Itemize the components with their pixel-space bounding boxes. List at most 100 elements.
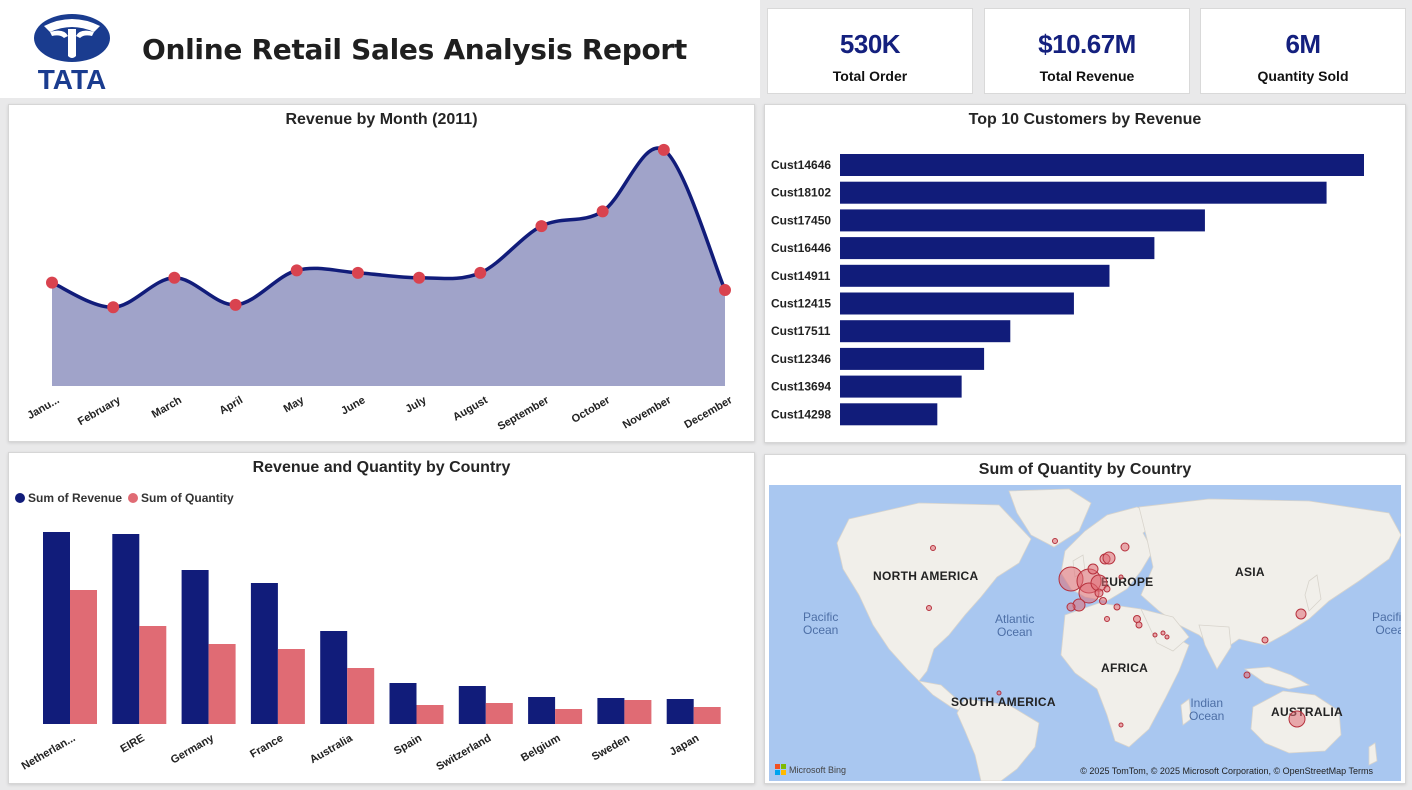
map-bubble[interactable] — [1102, 551, 1116, 565]
revenue-by-month-chart[interactable]: Janu... February March April May June July Augu… — [9, 105, 755, 442]
map-bubble[interactable] — [1288, 710, 1306, 728]
kpi-total-revenue[interactable]: $10.67M Total Revenue — [984, 8, 1190, 94]
customer-bar[interactable] — [840, 320, 1011, 343]
revenue-bar[interactable] — [597, 698, 625, 724]
quantity-bar[interactable] — [416, 705, 444, 724]
map-bubble[interactable] — [1066, 602, 1076, 612]
bing-logo[interactable]: Microsoft Bing — [775, 764, 846, 775]
quantity-bar[interactable] — [208, 644, 236, 724]
map-credits[interactable]: © 2025 TomTom, © 2025 Microsoft Corporat… — [1080, 766, 1373, 776]
kpi-label: Total Order — [832, 68, 908, 84]
data-point[interactable] — [657, 143, 670, 156]
data-point[interactable] — [168, 271, 181, 284]
map-label-indian-ocean: Indian Ocean — [1189, 696, 1225, 723]
customer-bar[interactable] — [840, 375, 962, 398]
customer-bar[interactable] — [840, 209, 1205, 232]
map-bubble[interactable] — [926, 605, 932, 611]
customer-bar[interactable] — [840, 292, 1074, 315]
revenue-bar[interactable] — [181, 570, 209, 724]
map-label-north-america: NORTH AMERICA — [873, 569, 979, 583]
quantity-bar[interactable] — [624, 700, 652, 724]
y-tick-label: Cust16446 — [771, 241, 831, 255]
customer-bar[interactable] — [840, 181, 1327, 204]
y-tick-label: Cust17511 — [771, 324, 831, 338]
x-tick-label: France — [248, 732, 285, 760]
map-bubble[interactable] — [1164, 634, 1170, 640]
revenue-bar[interactable] — [666, 699, 694, 724]
quantity-bar[interactable] — [139, 626, 167, 724]
legend-label: Sum of Quantity — [141, 491, 234, 505]
data-point[interactable] — [596, 205, 609, 218]
x-tick-label: Spain — [392, 732, 424, 758]
top-customers-chart[interactable]: Cust14646 Cust18102 Cust17450 Cust16446 Cust… — [765, 105, 1406, 443]
data-point[interactable] — [46, 276, 58, 289]
quantity-bar[interactable] — [277, 649, 305, 724]
top-customers-panel[interactable]: Top 10 Customers by Revenue Cust14646 Cus… — [764, 104, 1406, 443]
map-bubble[interactable] — [1295, 608, 1307, 620]
world-map[interactable]: NORTH AMERICA EUROPE ASIA AFRICA SOUTH A… — [769, 485, 1401, 781]
legend-item-revenue[interactable]: Sum of Revenue — [15, 491, 122, 505]
quantity-bar[interactable] — [347, 668, 375, 724]
y-tick-label: Cust17450 — [771, 213, 831, 227]
data-point[interactable] — [474, 266, 487, 279]
data-point[interactable] — [229, 298, 242, 311]
map-bubble[interactable] — [1133, 615, 1141, 623]
map-bubble[interactable] — [1160, 630, 1166, 636]
map-bubble[interactable] — [1104, 616, 1110, 622]
customer-bar[interactable] — [840, 154, 1364, 176]
revenue-bar[interactable] — [458, 686, 486, 724]
revenue-bar[interactable] — [320, 631, 348, 724]
quantity-bar[interactable] — [485, 703, 513, 724]
x-tick-label: Netherlan... — [20, 732, 78, 772]
data-point[interactable] — [290, 264, 303, 277]
data-point[interactable] — [535, 220, 548, 233]
map-bubble[interactable] — [1094, 588, 1104, 598]
data-point[interactable] — [413, 271, 426, 284]
revenue-quantity-country-chart[interactable]: Netherlan... EIRE Germany France Australia Sp… — [9, 453, 755, 784]
revenue-bar[interactable] — [389, 683, 417, 724]
map-bubble[interactable] — [1152, 632, 1158, 638]
map-bubble[interactable] — [930, 545, 936, 551]
x-tick-label: September — [496, 394, 552, 433]
x-tick-label: August — [451, 394, 490, 424]
map-bubble[interactable] — [1052, 538, 1058, 544]
revenue-bar[interactable] — [528, 697, 556, 724]
map-bubble[interactable] — [996, 690, 1002, 696]
map-bubble[interactable] — [1118, 722, 1124, 728]
quantity-bar[interactable] — [70, 590, 97, 724]
revenue-bar[interactable] — [250, 583, 278, 724]
map-bubbles[interactable] — [769, 485, 1401, 781]
chart-legend: Sum of Revenue Sum of Quantity — [15, 491, 240, 505]
revenue-by-month-panel[interactable]: Revenue by Month (2011) Janu... February M… — [8, 104, 755, 442]
kpi-value: 530K — [839, 29, 901, 59]
quantity-bar[interactable] — [555, 709, 583, 724]
customer-bar[interactable] — [840, 264, 1110, 287]
map-bubble[interactable] — [1135, 621, 1143, 629]
map-bubble[interactable] — [1087, 563, 1099, 575]
revenue-quantity-country-panel[interactable]: Revenue and Quantity by Country Sum of R… — [8, 452, 755, 784]
y-tick-label: Cust14298 — [771, 407, 831, 421]
map-bubble[interactable] — [1118, 574, 1124, 580]
data-point[interactable] — [107, 301, 120, 314]
revenue-bar[interactable] — [112, 534, 140, 724]
revenue-bar[interactable] — [43, 532, 70, 724]
map-bubble[interactable] — [1120, 542, 1130, 552]
quantity-bar[interactable] — [693, 707, 721, 724]
x-tick-label: December — [682, 394, 735, 431]
map-bubble[interactable] — [1261, 636, 1269, 644]
quantity-map-panel[interactable]: Sum of Quantity by Country — [764, 454, 1406, 784]
kpi-total-order[interactable]: 530K Total Order — [767, 8, 973, 94]
area-fill — [52, 148, 725, 386]
map-label-pacific-ocean: Pacific Ocean — [803, 610, 839, 637]
map-bubble[interactable] — [1113, 603, 1121, 611]
map-bubble[interactable] — [1099, 597, 1107, 605]
map-bubble[interactable] — [1103, 585, 1111, 593]
customer-bar[interactable] — [840, 403, 938, 426]
data-point[interactable] — [719, 284, 731, 297]
legend-item-quantity[interactable]: Sum of Quantity — [128, 491, 234, 505]
kpi-quantity-sold[interactable]: 6M Quantity Sold — [1200, 8, 1406, 94]
customer-bar[interactable] — [840, 237, 1155, 260]
customer-bar[interactable] — [840, 347, 985, 370]
data-point[interactable] — [351, 266, 364, 279]
map-bubble[interactable] — [1243, 671, 1251, 679]
